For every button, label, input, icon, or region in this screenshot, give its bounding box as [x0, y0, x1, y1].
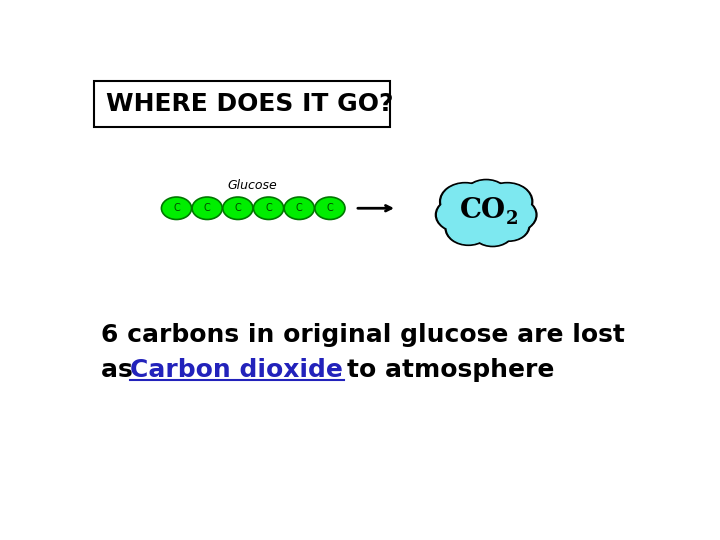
- Circle shape: [284, 197, 315, 219]
- Text: as: as: [101, 359, 142, 382]
- Circle shape: [253, 197, 284, 219]
- Circle shape: [447, 212, 490, 244]
- Circle shape: [484, 184, 531, 219]
- Text: Glucose: Glucose: [227, 179, 276, 192]
- Text: to atmosphere: to atmosphere: [347, 359, 554, 382]
- Circle shape: [492, 199, 535, 231]
- Circle shape: [454, 187, 518, 235]
- Text: C: C: [265, 203, 272, 213]
- Text: C: C: [296, 203, 302, 213]
- Text: C: C: [235, 203, 241, 213]
- Text: C: C: [327, 203, 333, 213]
- Circle shape: [490, 212, 528, 240]
- Text: C: C: [204, 203, 210, 213]
- Circle shape: [161, 197, 192, 219]
- Circle shape: [315, 197, 345, 219]
- Circle shape: [222, 197, 253, 219]
- Circle shape: [442, 184, 488, 219]
- Text: 2: 2: [506, 211, 518, 228]
- Circle shape: [471, 214, 514, 247]
- Text: 6 carbons in original glucose are lost: 6 carbons in original glucose are lost: [101, 323, 625, 347]
- Circle shape: [436, 198, 482, 232]
- Circle shape: [482, 183, 533, 220]
- Circle shape: [440, 183, 490, 220]
- Text: C: C: [173, 203, 180, 213]
- Circle shape: [490, 198, 537, 232]
- Circle shape: [438, 199, 480, 231]
- FancyBboxPatch shape: [94, 82, 390, 127]
- Circle shape: [463, 179, 510, 214]
- Circle shape: [473, 216, 512, 245]
- Text: WHERE DOES IT GO?: WHERE DOES IT GO?: [106, 92, 393, 116]
- Circle shape: [451, 185, 521, 237]
- Circle shape: [465, 181, 507, 212]
- Circle shape: [445, 211, 492, 245]
- Circle shape: [488, 210, 530, 241]
- Circle shape: [192, 197, 222, 219]
- Text: Carbon dioxide: Carbon dioxide: [130, 359, 343, 382]
- Text: CO: CO: [460, 197, 506, 224]
